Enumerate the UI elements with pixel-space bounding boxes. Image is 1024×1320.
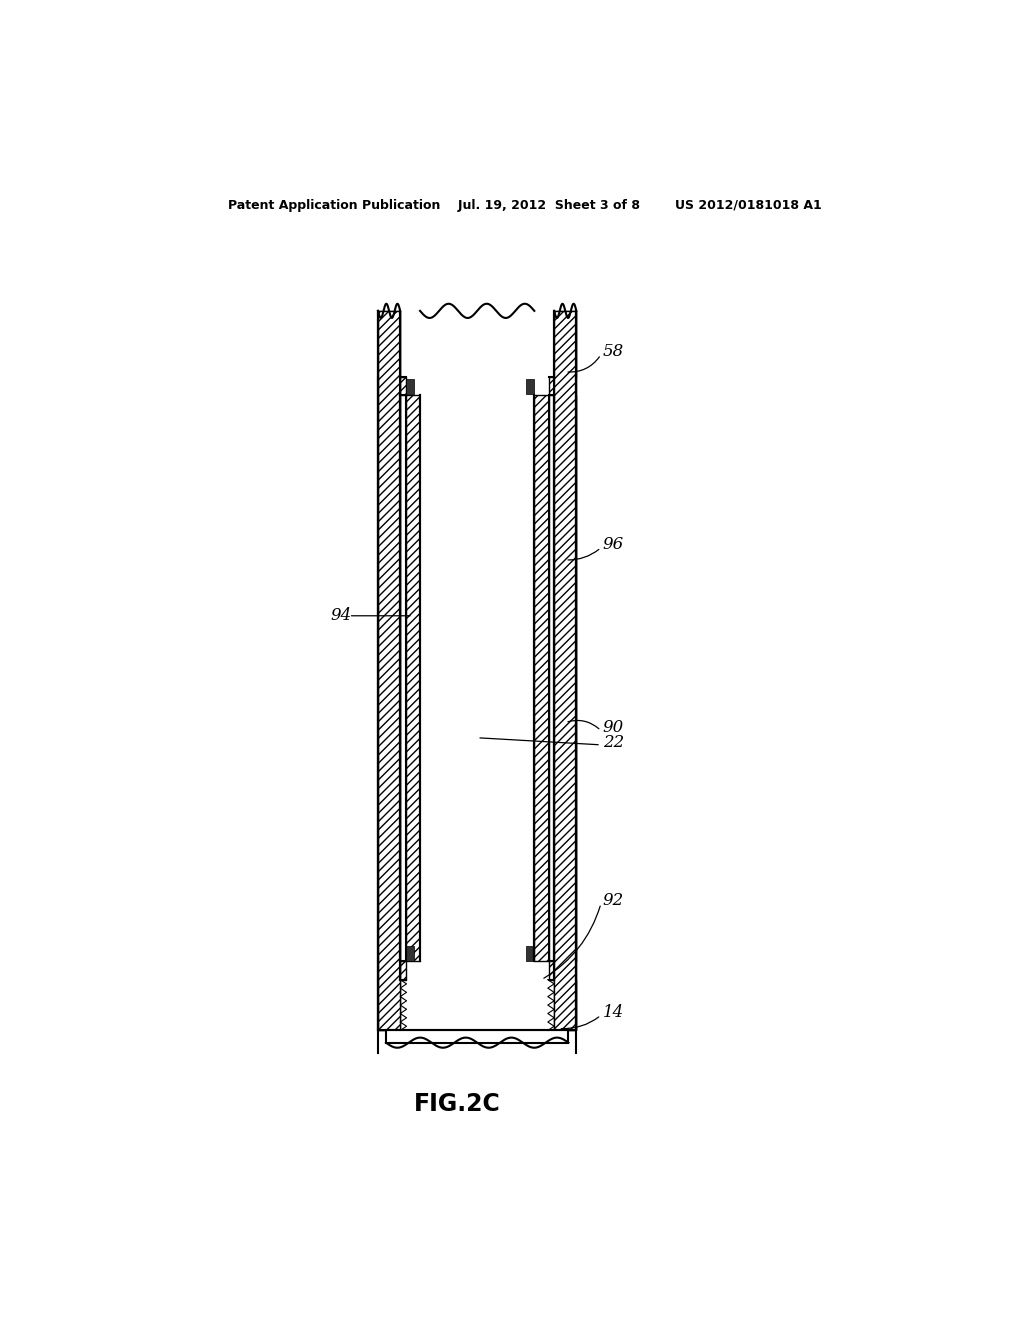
Text: Patent Application Publication    Jul. 19, 2012  Sheet 3 of 8        US 2012/018: Patent Application Publication Jul. 19, … xyxy=(228,198,821,211)
Text: 90: 90 xyxy=(602,719,624,737)
Bar xyxy=(554,312,577,378)
Bar xyxy=(400,395,406,961)
Text: 22: 22 xyxy=(602,734,624,751)
Bar xyxy=(400,961,406,979)
Text: 14: 14 xyxy=(602,1003,624,1020)
Bar xyxy=(554,979,577,1031)
Bar xyxy=(420,395,535,961)
Bar xyxy=(549,395,554,961)
Bar xyxy=(554,395,577,961)
Bar xyxy=(378,312,400,1031)
Bar xyxy=(526,379,535,393)
Bar xyxy=(406,395,420,961)
Bar xyxy=(378,979,400,1031)
Text: 58: 58 xyxy=(602,343,624,360)
Bar xyxy=(549,378,554,395)
Bar xyxy=(386,1031,568,1043)
Bar xyxy=(526,946,535,961)
Bar xyxy=(554,312,577,1031)
Text: 96: 96 xyxy=(602,536,624,553)
Bar xyxy=(549,961,554,979)
Bar xyxy=(400,378,406,395)
Bar xyxy=(406,946,414,961)
Bar xyxy=(378,395,400,961)
Text: FIG.2C: FIG.2C xyxy=(414,1092,501,1115)
Text: 94: 94 xyxy=(331,607,351,624)
Text: 92: 92 xyxy=(602,892,624,909)
Bar xyxy=(378,312,400,378)
Bar xyxy=(406,379,414,393)
Bar xyxy=(535,395,549,961)
